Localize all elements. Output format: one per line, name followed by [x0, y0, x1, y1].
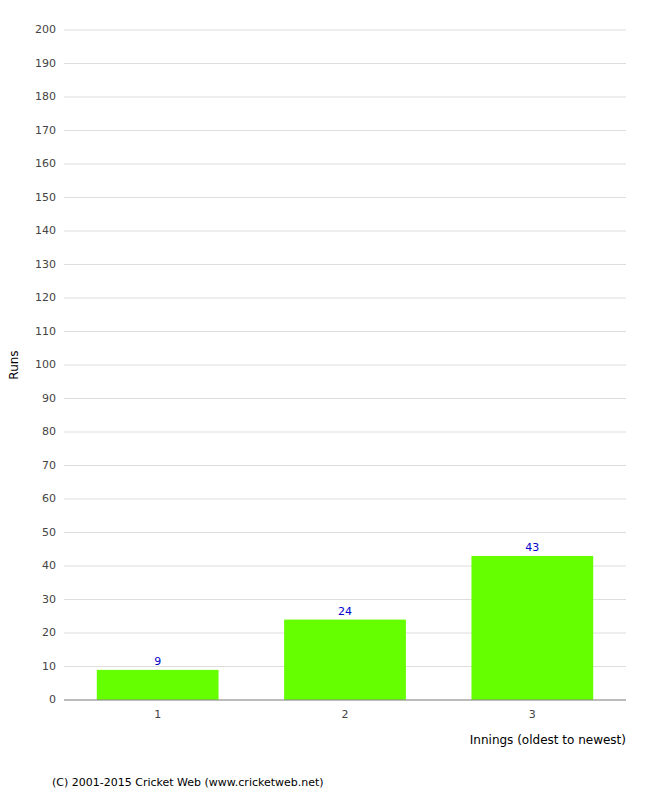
x-axis-label: Innings (oldest to newest) — [470, 733, 626, 747]
y-tick-label: 80 — [42, 425, 56, 438]
y-tick-label: 70 — [42, 459, 56, 472]
grid-line — [64, 130, 626, 131]
y-tick-label: 110 — [35, 325, 56, 338]
y-tick-label: 30 — [42, 593, 56, 606]
y-tick-label: 180 — [35, 90, 56, 103]
grid-line — [64, 97, 626, 98]
grid-line — [64, 264, 626, 265]
x-axis-line — [64, 700, 626, 701]
y-tick-label: 170 — [35, 124, 56, 137]
y-tick-label: 130 — [35, 258, 56, 271]
y-tick-label: 140 — [35, 224, 56, 237]
y-axis-label: Runs — [7, 350, 21, 379]
grid-line — [64, 164, 626, 165]
x-tick-label: 1 — [154, 708, 161, 721]
grid-line — [64, 331, 626, 332]
y-tick-label: 190 — [35, 57, 56, 70]
y-tick-label: 120 — [35, 291, 56, 304]
grid-line — [64, 465, 626, 466]
y-tick-label: 20 — [42, 626, 56, 639]
bar — [284, 620, 406, 700]
y-tick-label: 160 — [35, 157, 56, 170]
y-tick-label: 60 — [42, 492, 56, 505]
grid-line — [64, 365, 626, 366]
grid-line — [64, 532, 626, 533]
grid-line — [64, 398, 626, 399]
y-tick-label: 90 — [42, 392, 56, 405]
grid-line — [64, 298, 626, 299]
grid-line — [64, 700, 626, 701]
data-label: 9 — [154, 655, 161, 668]
data-label: 24 — [338, 605, 352, 618]
bar — [471, 556, 593, 700]
y-tick-label: 40 — [42, 559, 56, 572]
bar — [97, 670, 219, 700]
grid-line — [64, 231, 626, 232]
footer-text: (C) 2001-2015 Cricket Web (www.cricketwe… — [52, 776, 324, 789]
y-tick-label: 150 — [35, 191, 56, 204]
grid-line — [64, 432, 626, 433]
grid — [64, 30, 626, 700]
grid-line — [64, 63, 626, 64]
y-tick-label: 10 — [42, 660, 56, 673]
grid-line — [64, 197, 626, 198]
y-tick-label: 200 — [35, 23, 56, 36]
bars — [97, 556, 593, 700]
x-tick-label: 3 — [529, 708, 536, 721]
grid-line — [64, 30, 626, 31]
y-tick-label: 50 — [42, 526, 56, 539]
y-tick-label: 100 — [35, 358, 56, 371]
grid-line — [64, 499, 626, 500]
y-tick-label: 0 — [49, 693, 56, 706]
x-tick-label: 2 — [342, 708, 349, 721]
chart-container: 0 10 20 30 40 50 60 70 80 90 100 110 120 130 140 150 160… — [0, 0, 650, 800]
chart: 0 10 20 30 40 50 60 70 80 90 100 110 120 130 140 150 160… — [0, 0, 650, 800]
data-label: 43 — [525, 541, 539, 554]
